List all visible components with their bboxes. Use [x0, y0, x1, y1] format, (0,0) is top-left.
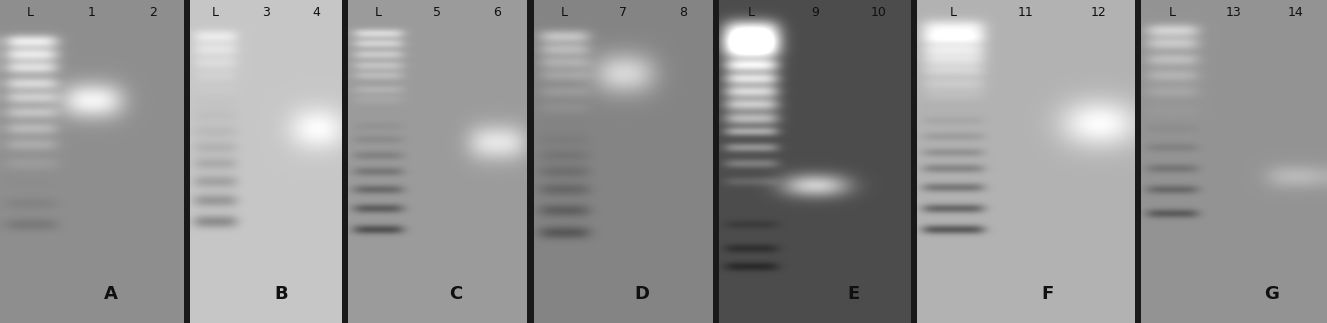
Text: 3: 3: [261, 6, 269, 19]
Text: C: C: [449, 285, 462, 303]
Text: L: L: [560, 6, 568, 19]
Text: 14: 14: [1289, 6, 1304, 19]
Text: 7: 7: [620, 6, 628, 19]
Text: L: L: [212, 6, 219, 19]
Text: G: G: [1263, 285, 1279, 303]
Text: 5: 5: [434, 6, 442, 19]
Text: A: A: [104, 285, 117, 303]
Text: 2: 2: [150, 6, 158, 19]
Text: D: D: [634, 285, 649, 303]
Text: B: B: [275, 285, 288, 303]
Text: L: L: [950, 6, 957, 19]
Text: E: E: [847, 285, 860, 303]
Text: 6: 6: [494, 6, 502, 19]
Text: 8: 8: [679, 6, 687, 19]
Text: 1: 1: [88, 6, 96, 19]
Text: 9: 9: [811, 6, 819, 19]
Text: F: F: [1042, 285, 1054, 303]
Text: 4: 4: [313, 6, 321, 19]
Text: L: L: [27, 6, 35, 19]
Text: 13: 13: [1226, 6, 1242, 19]
Text: 12: 12: [1091, 6, 1107, 19]
Text: L: L: [374, 6, 381, 19]
Text: L: L: [1169, 6, 1176, 19]
Text: L: L: [747, 6, 755, 19]
Text: 10: 10: [871, 6, 886, 19]
Text: 11: 11: [1018, 6, 1034, 19]
